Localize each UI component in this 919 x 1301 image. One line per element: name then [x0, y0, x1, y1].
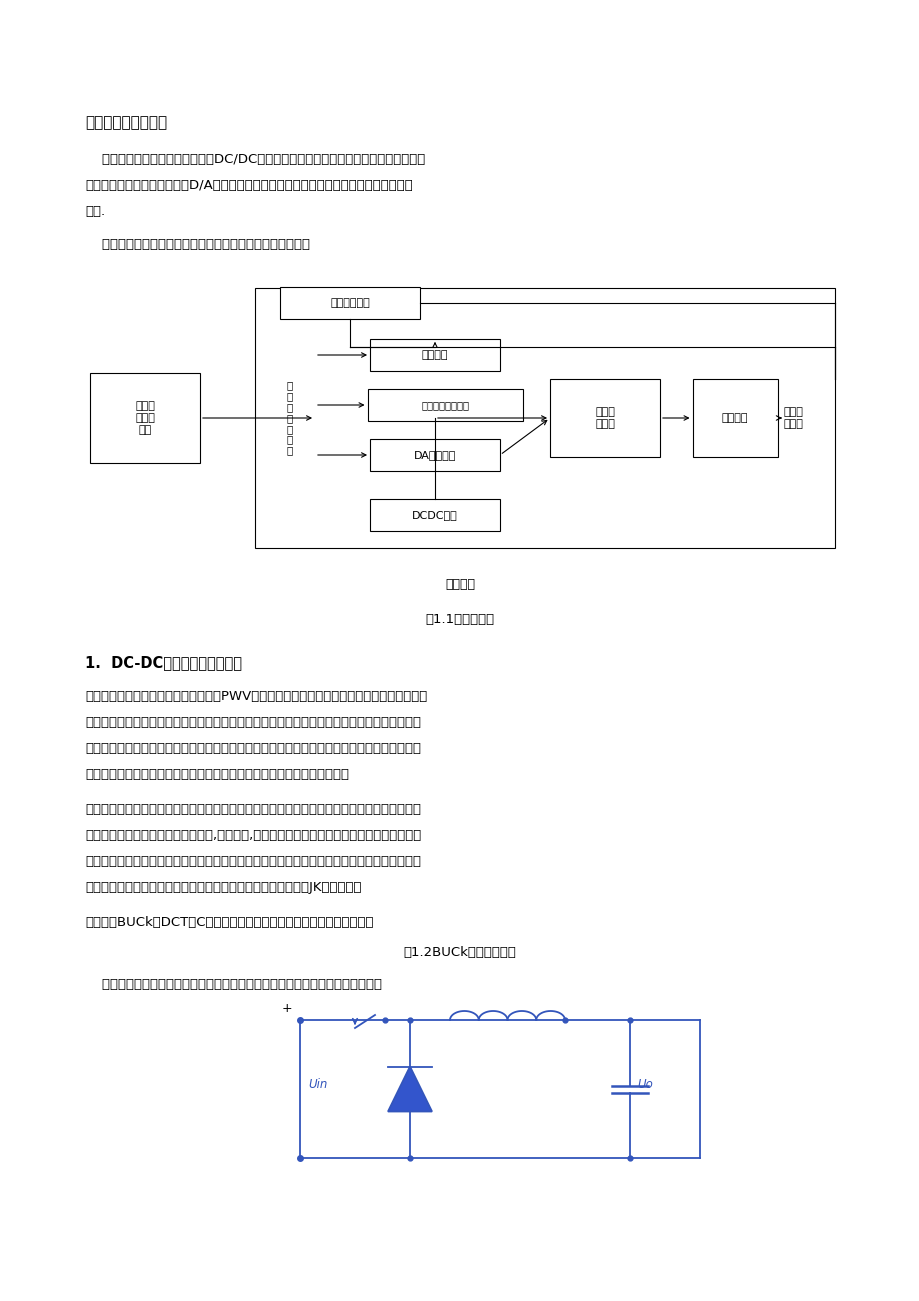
Text: 图1.2BUCk降压斩波电路: 图1.2BUCk降压斩波电路: [403, 946, 516, 959]
Bar: [369, 500, 499, 531]
Text: 供电电源模块: 供电电源模块: [330, 298, 369, 308]
Text: 方案二：推挽式（变压落中心抽头），这种电路的特点是：对称型结构，脉冲变压器原边是两个: 方案二：推挽式（变压落中心抽头），这种电路的特点是：对称型结构，脉冲变压器原边是…: [85, 803, 421, 816]
Bar: [550, 379, 659, 457]
Text: 显示模块: 显示模块: [421, 350, 448, 360]
Text: 1.  DC-DC降压模块的甄与选舞: 1. DC-DC降压模块的甄与选舞: [85, 654, 242, 670]
Text: 并联模块: 并联模块: [721, 412, 747, 423]
Text: 模块、电源模块、显示模块、D/A转换模块、电压电流测量模块、过压过流爱护模块等协助: 模块、电源模块、显示模块、D/A转换模块、电压电流测量模块、过压过流爱护模块等协…: [85, 180, 413, 193]
Bar: [279, 288, 420, 319]
Text: DCDC展块: DCDC展块: [412, 510, 458, 520]
Text: 电压电
液检测
模块: 电压电 液检测 模块: [135, 402, 154, 435]
Text: 压器绕组利用率低对开关管的耐凉只要求比较高（至少是电源电JK的两倍）。: 压器绕组利用率低对开关管的耐凉只要求比较高（至少是电源电JK的两倍）。: [85, 881, 361, 894]
Text: 电流控
制模块: 电流控 制模块: [595, 407, 614, 429]
Text: +: +: [281, 1002, 291, 1015]
Bar: [90, 373, 199, 463]
Text: DA转换模块: DA转换模块: [414, 450, 456, 461]
Text: 方案一：反激变换器，该拓扑通过变更PWV的占空比，既可以实现升压，也可以实现降压，拓: 方案一：反激变换器，该拓扑通过变更PWV的占空比，既可以实现升压，也可以实现降压…: [85, 690, 426, 703]
Text: 变压器的漏感和肖特基二极管的损耗相对较小，所以效率也比较高，但是在频率很高时回路中的: 变压器的漏感和肖特基二极管的损耗相对较小，所以效率也比较高，但是在频率很高时回路…: [85, 742, 421, 755]
Bar: [367, 389, 522, 422]
Bar: [692, 379, 777, 457]
Text: 扑本身能防止电流倒灌，而且结构比较简洁，成本也稍低。由于此电路在小功率状况下工作时，: 扑本身能防止电流倒灌，而且结构比较简洁，成本也稍低。由于此电路在小功率状况下工作…: [85, 716, 421, 729]
Text: 电浪电
压调节: 电浪电 压调节: [782, 407, 802, 429]
Text: 单
片
孔
空
刨
模
块: 单 片 孔 空 刨 模 块: [287, 381, 293, 455]
Text: Uo: Uo: [636, 1077, 652, 1090]
Bar: [369, 340, 499, 371]
Text: 模块.: 模块.: [85, 206, 105, 219]
Text: 过压过流保护模块: 过压过流保护模块: [421, 399, 469, 410]
Text: 方案比较：方案一技术成熟，但由于电路结构上的缘由，很难调试，方案二干扰: 方案比较：方案一技术成熟，但由于电路结构上的缘由，很难调试，方案二干扰: [85, 978, 381, 991]
Text: 为实现不同功能，我们设计了几种不同的方案并进行论证。: 为实现不同功能，我们设计了几种不同的方案并进行论证。: [85, 238, 310, 251]
Text: 图1.1系统方框图: 图1.1系统方框图: [425, 613, 494, 626]
Text: 对称级圈，两只开关管接成对称关系,轮番通段,高频变压器磁芯利用率高（与单端电路相比）、: 对称级圈，两只开关管接成对称关系,轮番通段,高频变压器磁芯利用率高（与单端电路相…: [85, 829, 421, 842]
Bar: [255, 288, 834, 548]
Polygon shape: [388, 1067, 432, 1111]
Text: Uin: Uin: [308, 1077, 327, 1090]
Bar: [369, 438, 499, 471]
Text: 方案＜：BUCk型DCT）C降压斩波电路，这种电路简洁实现，如图所示：: 方案＜：BUCk型DCT）C降压斩波电路，这种电路简洁实现，如图所示：: [85, 916, 373, 929]
Text: 电涟连续，简洁使磁芯内磁通所在周期的重复逐次增加，导致磁芯的饱和。: 电涟连续，简洁使磁芯内磁通所在周期的重复逐次增加，导致磁芯的饱和。: [85, 768, 348, 781]
Text: 输出功率大，两管基极均为低电平，驱动电路简洁。假如电流不平衡，变压器有饱和的危急，变: 输出功率大，两管基极均为低电平，驱动电路简洁。假如电流不平衡，变压器有饱和的危急…: [85, 855, 421, 868]
Text: 整个系统可以划分为限制模块、DC/DC降压模块、电流限制模块、电压限制模块、隔离: 整个系统可以划分为限制模块、DC/DC降压模块、电流限制模块、电压限制模块、隔离: [85, 154, 425, 167]
Text: 强动模块: 强动模块: [445, 578, 474, 591]
Text: 一、方案比较与论证: 一、方案比较与论证: [85, 114, 167, 130]
